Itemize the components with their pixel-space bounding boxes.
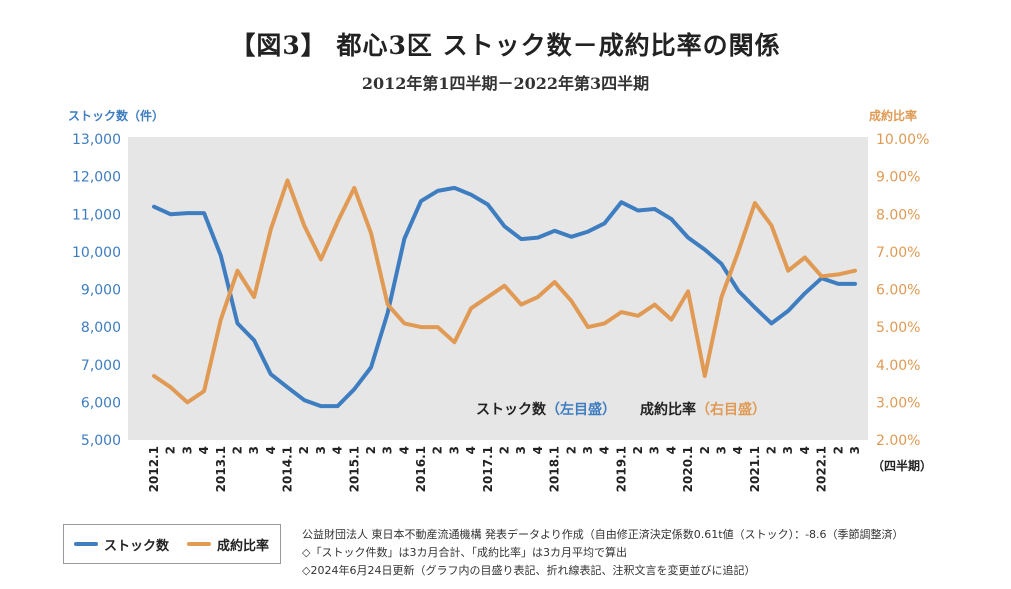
legend: ストック数 成約比率: [63, 524, 281, 564]
legend-item-stock: ストック数: [74, 535, 169, 554]
y-right-tick-label: 10.00%: [876, 132, 929, 148]
x-tick-label: 4: [798, 446, 812, 454]
x-tick-label: 2: [431, 446, 445, 454]
x-tick-label: 3: [714, 446, 728, 454]
y-left-tick-label: 11,000: [72, 207, 121, 223]
x-tick-label: 4: [397, 446, 411, 454]
notes: 公益財団法人 東日本不動産流通機構 発表データより作成（自由修正済決定係数0.6…: [302, 526, 904, 580]
y-right-tick-label: 5.00%: [876, 320, 920, 336]
y-right-tick-label: 4.00%: [876, 358, 920, 374]
x-tick-label: 2017.1: [481, 446, 495, 492]
legend-item-ratio: 成約比率: [187, 535, 269, 554]
note-line: 公益財団法人 東日本不動産流通機構 発表データより作成（自由修正済決定係数0.6…: [302, 528, 904, 541]
y-left-tick-label: 8,000: [81, 320, 121, 336]
note-line: ◇2024年6月24日更新（グラフ内の目盛り表記、折れ線表記、注釈文言を変更並び…: [302, 564, 756, 577]
y-left-tick-label: 10,000: [72, 245, 121, 261]
x-tick-label: 2016.1: [414, 446, 428, 492]
x-tick-label: 2021.1: [748, 446, 762, 492]
annotation-stock-label: ストック数: [476, 401, 547, 418]
x-tick-label: 3: [648, 446, 662, 454]
y-right-axis-label: 成約比率: [869, 108, 917, 123]
series-line-stock: [152, 185, 857, 409]
x-tick-label: 4: [197, 446, 211, 454]
x-tick-label: 3: [781, 446, 795, 454]
x-tick-label: 2018.1: [548, 446, 562, 492]
x-tick-label: 2: [631, 446, 645, 454]
y-left-tick-label: 5,000: [81, 433, 121, 449]
x-tick-label: 2015.1: [347, 446, 361, 492]
x-tick-label: 4: [664, 446, 678, 454]
y-right-tick-label: 6.00%: [876, 283, 920, 299]
y-right-tick-label: 9.00%: [876, 170, 920, 186]
legend-swatch-ratio: [187, 542, 212, 546]
y-left-tick-label: 9,000: [81, 283, 121, 299]
x-tick-label: 2: [230, 446, 244, 454]
legend-label-ratio: 成約比率: [217, 538, 270, 554]
x-tick-label: 2: [297, 446, 311, 454]
x-tick-label: 4: [531, 446, 545, 454]
x-tick-label: 2: [364, 446, 378, 454]
y-right-tick-label: 3.00%: [876, 395, 920, 411]
annotation-stock-axis: （左目盛）: [546, 401, 616, 418]
note-line: ◇「ストック件数」は3カ月合計、「成約比率」は3カ月平均で算出: [302, 546, 627, 559]
legend-label-stock: ストック数: [104, 538, 170, 554]
x-tick-label: 4: [731, 446, 745, 454]
x-tick-label: 2012.1: [147, 446, 161, 492]
x-tick-label: 4: [264, 446, 278, 454]
chart-subtitle: 2012年第1四半期－2022年第3四半期: [361, 74, 650, 93]
y-left-tick-label: 12,000: [72, 170, 121, 186]
x-tick-label: 2022.1: [815, 446, 829, 492]
y-left-tick-label: 7,000: [81, 358, 121, 374]
x-tick-label: 3: [581, 446, 595, 454]
y-left-axis-label: ストック数（件）: [68, 108, 164, 123]
x-tick-label: 3: [514, 446, 528, 454]
annotation-ratio-label: 成約比率: [640, 401, 696, 418]
x-tick-label: 2: [164, 446, 178, 454]
x-tick-label: 4: [464, 446, 478, 454]
x-tick-label: 4: [331, 446, 345, 454]
x-tick-label: 3: [381, 446, 395, 454]
x-tick-label: 2: [765, 446, 779, 454]
y-right-tick-label: 2.00%: [876, 433, 920, 449]
x-tick-label: 3: [314, 446, 328, 454]
x-tick-label: 3: [247, 446, 261, 454]
series-line-ratio: [152, 178, 857, 405]
x-tick-label: 2: [498, 446, 512, 454]
y-left-tick-label: 6,000: [81, 395, 121, 411]
x-unit-label: （四半期）: [872, 458, 932, 473]
x-tick-label: 2: [564, 446, 578, 454]
annotation-ratio-axis: （右目盛）: [696, 401, 766, 418]
x-tick-label: 2013.1: [214, 446, 228, 492]
x-tick-label: 3: [848, 446, 862, 454]
x-tick-label: 3: [447, 446, 461, 454]
annotation-stock: ストック数（左目盛）: [476, 401, 616, 418]
y-left-tick-label: 13,000: [72, 132, 121, 148]
x-tick-label: 2: [831, 446, 845, 454]
x-tick-label: 2019.1: [614, 446, 628, 492]
x-tick-label: 2: [698, 446, 712, 454]
annotation-ratio: 成約比率（右目盛）: [640, 401, 766, 418]
x-tick-label: 2020.1: [681, 446, 695, 492]
y-right-tick-label: 8.00%: [876, 207, 920, 223]
chart-title: 【図3】 都心3区 ストック数－成約比率の関係: [230, 31, 781, 60]
x-tick-label: 3: [180, 446, 194, 454]
x-tick-label: 2014.1: [281, 446, 295, 492]
x-tick-label: 4: [598, 446, 612, 454]
y-right-tick-label: 7.00%: [876, 245, 920, 261]
legend-swatch-stock: [74, 542, 98, 546]
